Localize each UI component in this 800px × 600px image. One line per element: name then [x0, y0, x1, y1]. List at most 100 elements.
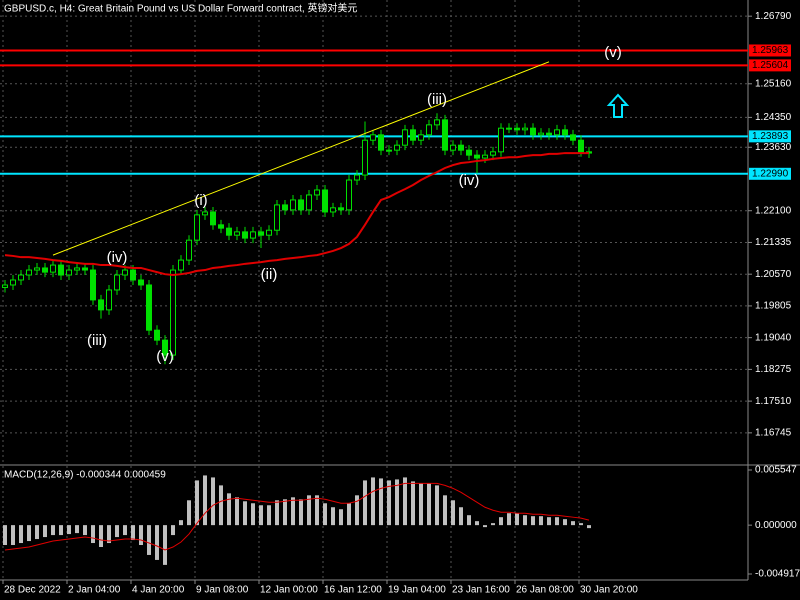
- candle-body: [290, 199, 296, 211]
- y-tick-label: 0.000000: [755, 520, 797, 531]
- macd-bar: [299, 499, 303, 526]
- candle-body: [354, 174, 360, 181]
- wave-label: (v): [604, 44, 622, 61]
- y-tick-label: -0.004917: [755, 569, 800, 580]
- candle-body: [34, 267, 40, 271]
- macd-bar: [83, 525, 87, 536]
- candle-body: [450, 144, 456, 151]
- candle-body: [26, 269, 32, 276]
- candle-body: [346, 179, 352, 211]
- macd-bar: [451, 500, 455, 526]
- macd-bar: [139, 525, 143, 546]
- macd-bar: [227, 493, 231, 526]
- moving-average: [4, 152, 589, 277]
- macd-bar: [323, 503, 327, 526]
- candle-body: [314, 189, 320, 196]
- macd-bar: [51, 525, 55, 536]
- macd-bar: [539, 516, 543, 526]
- wave-label: (iv): [459, 172, 480, 189]
- candle-body: [162, 339, 168, 356]
- macd-bar: [547, 517, 551, 526]
- candle-body: [186, 239, 192, 261]
- candle-body: [306, 194, 312, 211]
- candle-body: [138, 279, 144, 286]
- macd-bar: [355, 495, 359, 526]
- candle-body: [522, 127, 528, 131]
- candle-body: [178, 259, 184, 271]
- candle-body: [322, 189, 328, 213]
- candle-body: [146, 284, 152, 331]
- candle-body: [418, 134, 424, 141]
- candle-body: [394, 144, 400, 151]
- candle-body: [58, 264, 64, 276]
- macd-bar: [67, 525, 71, 535]
- macd-bar: [75, 525, 79, 534]
- candle-body: [402, 129, 408, 146]
- macd-bar: [339, 509, 343, 526]
- candle-body: [258, 231, 264, 236]
- macd-bar: [435, 485, 439, 526]
- candle-body: [538, 132, 544, 136]
- macd-bar: [411, 481, 415, 526]
- candle-body: [498, 127, 504, 153]
- candle-body: [434, 119, 440, 126]
- candle-body: [562, 129, 568, 136]
- macd-bar: [115, 525, 119, 538]
- candle-body: [330, 207, 336, 213]
- macd-signal: [4, 482, 590, 551]
- candle-body: [226, 227, 232, 236]
- candle-body: [82, 267, 88, 271]
- candle-body: [554, 129, 560, 136]
- candle-body: [482, 154, 488, 159]
- macd-bar: [211, 477, 215, 526]
- candle-body: [50, 264, 56, 273]
- x-tick-label: 19 Jan 04:00: [388, 585, 446, 596]
- macd-bar: [99, 525, 103, 548]
- candle-body: [386, 149, 392, 152]
- macd-bar: [195, 480, 199, 526]
- macd-bar: [43, 525, 47, 538]
- level-label-box: [749, 59, 791, 72]
- y-tick-label: 1.21335: [755, 237, 792, 248]
- candle-body: [242, 231, 248, 239]
- wave-label: (i): [194, 192, 207, 209]
- x-tick-label: 16 Jan 12:00: [324, 585, 382, 596]
- macd-bar: [347, 503, 351, 526]
- chart-title: GBPUSD.c, H4: Great Britain Pound vs US …: [4, 2, 357, 15]
- level-label: 1.25604: [752, 60, 789, 71]
- candle-body: [378, 134, 384, 151]
- candle-body: [170, 269, 176, 356]
- macd-bar: [483, 525, 487, 528]
- y-tick-label: 1.26790: [755, 11, 792, 22]
- macd-bar: [379, 478, 383, 526]
- x-tick-label: 28 Dec 2022: [4, 585, 61, 596]
- macd-bar: [59, 525, 63, 536]
- candle-body: [114, 274, 120, 291]
- macd-bar: [499, 517, 503, 526]
- macd-bar: [579, 523, 583, 526]
- candle-body: [18, 274, 24, 281]
- x-tick-label: 4 Jan 20:00: [132, 585, 185, 596]
- macd-bar: [291, 497, 295, 526]
- y-tick-label: 0.005547: [755, 465, 797, 476]
- candle-body: [570, 134, 576, 141]
- candle-body: [90, 269, 96, 301]
- macd-bar: [491, 523, 495, 526]
- x-tick-label: 12 Jan 00:00: [260, 585, 318, 596]
- candle-body: [298, 199, 304, 211]
- candle-body: [578, 139, 584, 153]
- y-tick-label: 1.24350: [755, 112, 792, 123]
- x-tick-label: 2 Jan 04:00: [68, 585, 121, 596]
- level-label: 1.23893: [752, 131, 789, 142]
- macd-bar: [395, 479, 399, 526]
- macd-bar: [563, 519, 567, 526]
- candle-body: [154, 329, 160, 341]
- macd-bar: [419, 483, 423, 526]
- macd-bar: [11, 525, 15, 546]
- macd-bar: [243, 501, 247, 526]
- candle-body: [122, 269, 128, 276]
- macd-bar: [267, 505, 271, 526]
- wave-label: (v): [156, 348, 174, 365]
